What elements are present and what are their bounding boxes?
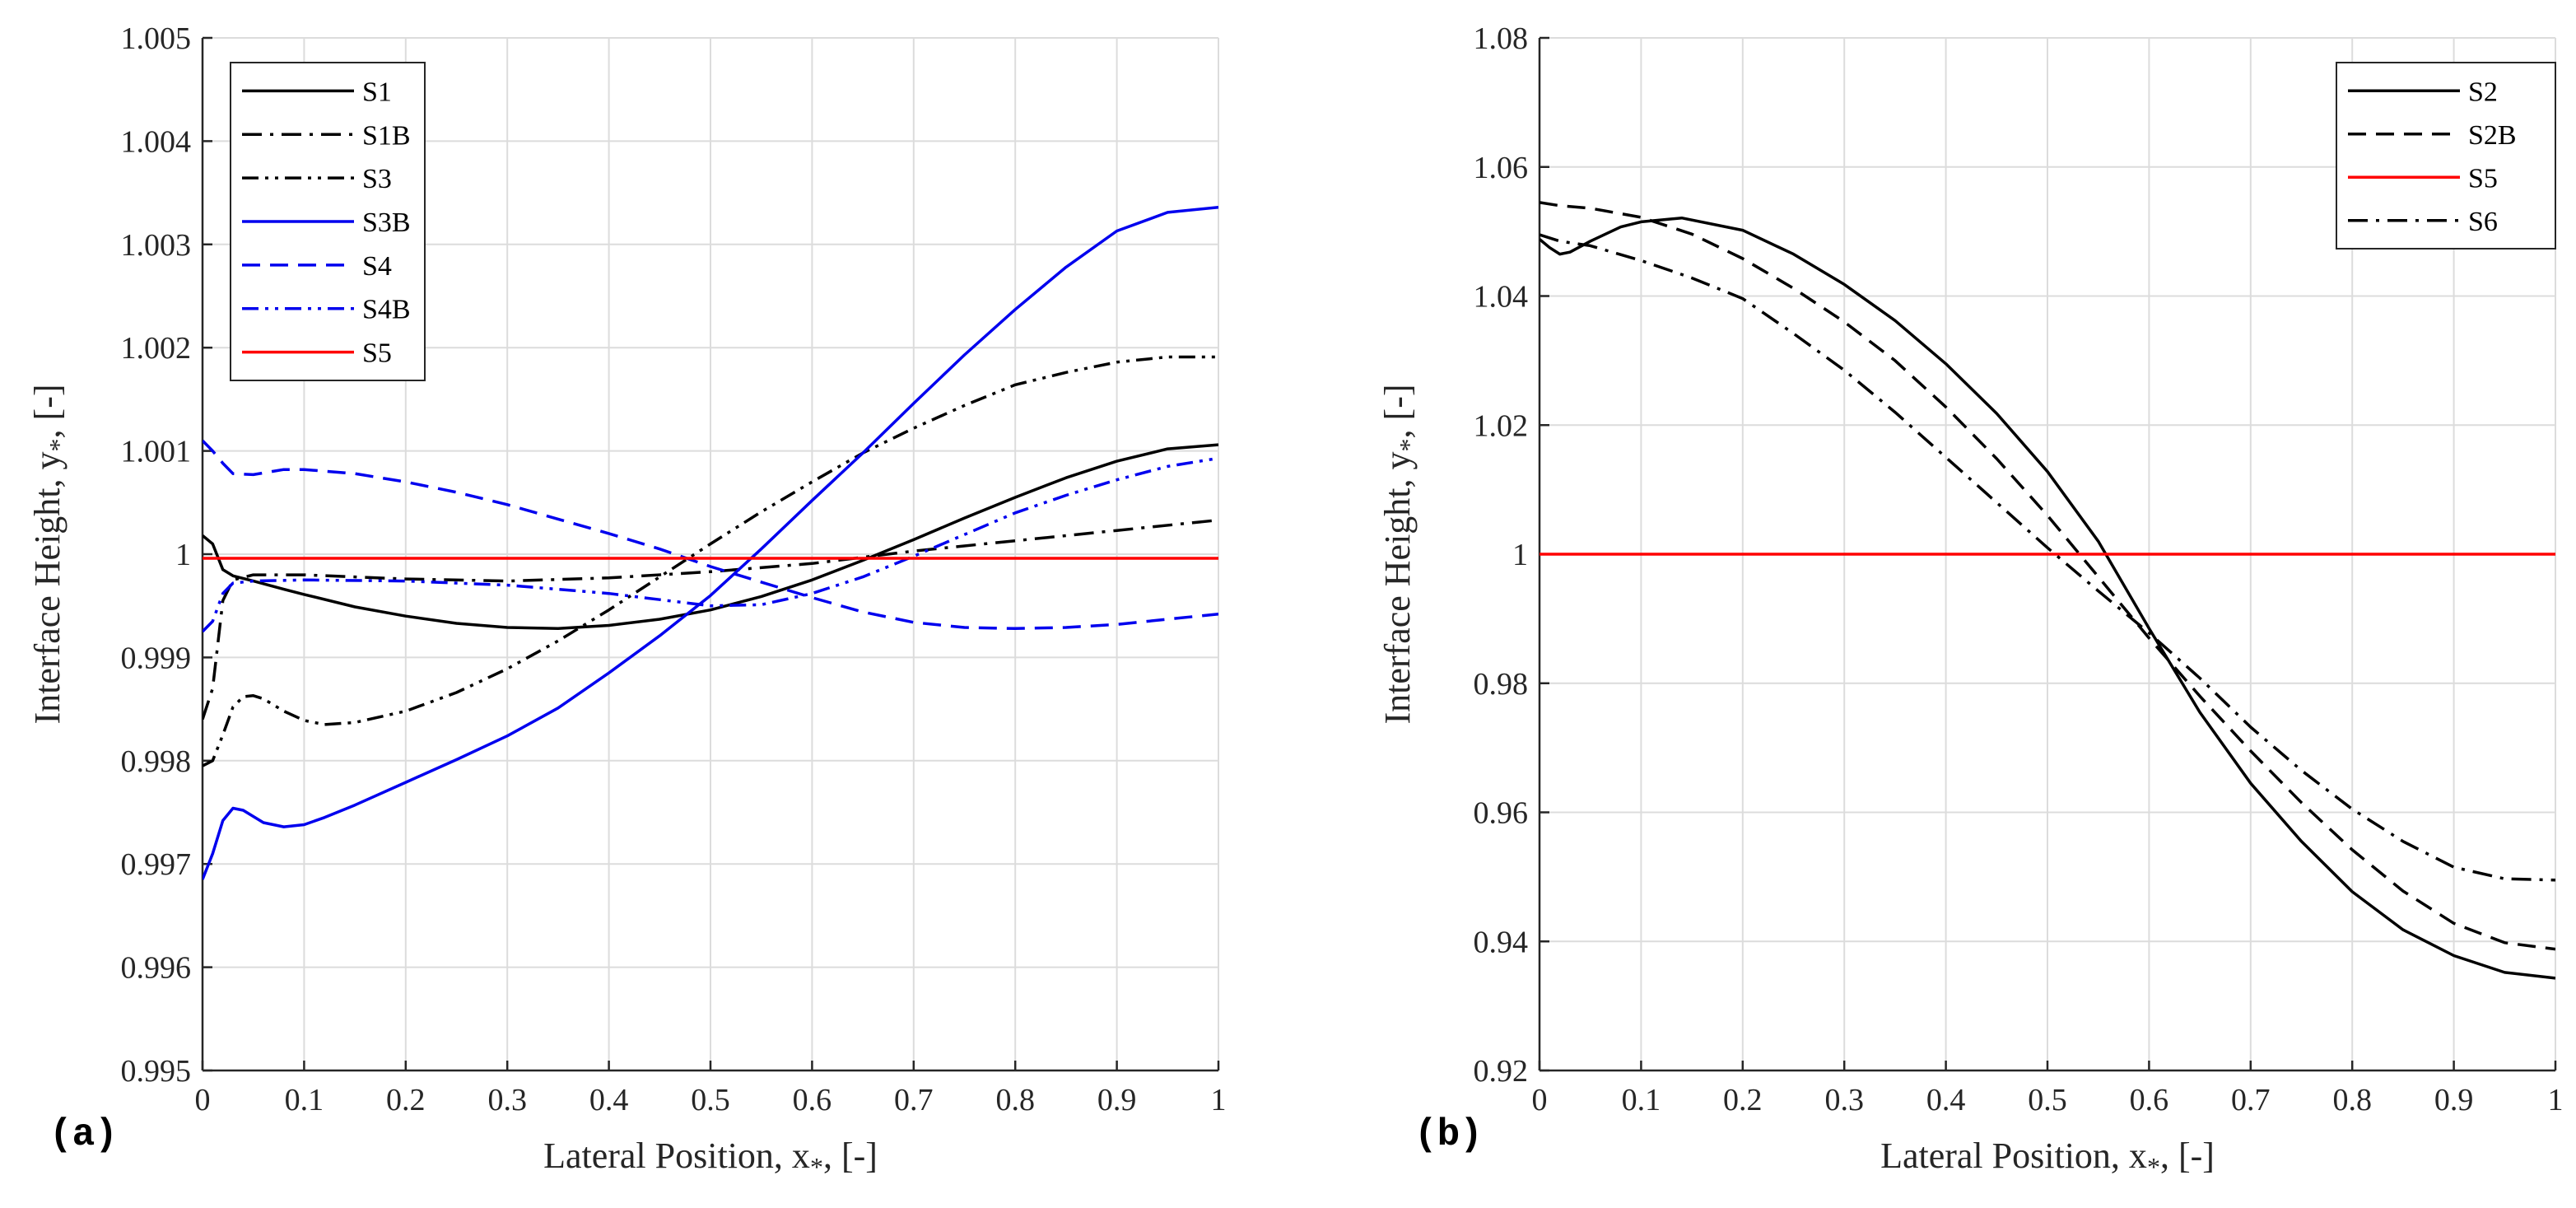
series-lines	[1540, 201, 2555, 980]
x-tick-label: 1	[1211, 1083, 1227, 1117]
series-lines	[203, 205, 1218, 880]
series-line-s3	[203, 355, 1218, 767]
y-tick-label: 1.06	[1474, 151, 1529, 185]
x-tick-label: 0.2	[386, 1083, 426, 1117]
x-tick-label: 0.9	[2434, 1083, 2474, 1117]
legend: S1 S1B S3 S3B S4 S4B S5	[230, 62, 426, 381]
y-tick-label: 0.94	[1474, 925, 1529, 959]
y-tick-label: 1.005	[121, 21, 192, 56]
series-line-s4b	[203, 456, 1218, 633]
legend-label: S3B	[362, 208, 411, 238]
y-tick-label: 0.995	[121, 1054, 192, 1089]
series-line-s2	[1540, 216, 2555, 980]
x-tick-label: 0.4	[589, 1083, 629, 1117]
legend-label: S6	[2468, 207, 2498, 237]
x-tick-label: 0	[1532, 1083, 1548, 1117]
series-line-s1b	[203, 518, 1218, 721]
x-tick-label: 0.7	[894, 1083, 934, 1117]
panel-b: 0 0.1 0.2 0.3 0.4 0.5 0.6 0.7 0.8 0.9 1 0.92 0.94 0.9…	[1377, 21, 2564, 1182]
y-tick-label: 1.08	[1474, 21, 1529, 56]
x-tick-label: 0.1	[285, 1083, 324, 1117]
panel-a: 0 0.1 0.2 0.3 0.4 0.5 0.6 0.7 0.8 0.9 1 0.995 0.996 0…	[27, 21, 1227, 1182]
series-line-s6	[1540, 233, 2555, 882]
y-tick-label: 0.98	[1474, 667, 1529, 702]
x-axis-label: Lateral Position, x*, [-]	[543, 1136, 878, 1182]
x-tick-label: 0.1	[1622, 1083, 1661, 1117]
legend: S2 S2B S5 S6	[2336, 62, 2556, 250]
x-tick-label: 0.6	[2130, 1083, 2169, 1117]
x-tick-label: 0.7	[2231, 1083, 2271, 1117]
y-tick-label: 0.999	[121, 641, 192, 675]
y-tick-label: 1	[175, 538, 191, 572]
legend-label: S4	[362, 251, 392, 282]
x-tick-label: 0.6	[793, 1083, 832, 1117]
x-tick-label: 0.2	[1723, 1083, 1763, 1117]
y-tick-label: 0.998	[121, 744, 192, 779]
legend-label: S5	[2468, 163, 2498, 194]
y-tick-label: 1.003	[121, 228, 192, 263]
legend-label: S4B	[362, 295, 411, 325]
panel-label: (a)	[49, 1113, 118, 1156]
y-tick-label: 1.02	[1474, 408, 1529, 443]
y-tick-label: 1.04	[1474, 280, 1529, 315]
series-line-s3b	[203, 205, 1218, 880]
x-tick-label: 0.9	[1097, 1083, 1137, 1117]
y-tick-label: 0.997	[121, 847, 192, 882]
y-tick-label: 0.96	[1474, 796, 1529, 831]
y-tick-label: 1	[1512, 538, 1528, 572]
x-tick-label: 0.8	[2332, 1083, 2372, 1117]
x-tick-label: 0.8	[995, 1083, 1035, 1117]
x-tick-label: 0.5	[691, 1083, 730, 1117]
legend-label: S1	[362, 77, 392, 107]
series-line-s4	[203, 439, 1218, 631]
series-line-s2b	[1540, 201, 2555, 951]
x-tick-label: 0.3	[487, 1083, 527, 1117]
panel-label: (b)	[1414, 1113, 1483, 1156]
y-tick-label: 0.996	[121, 951, 192, 986]
y-tick-label: 1.002	[121, 331, 192, 366]
y-axis-label: Interface Height, y*, [-]	[1377, 384, 1423, 724]
x-tick-label: 0.5	[2028, 1083, 2067, 1117]
legend-box	[2336, 62, 2556, 250]
x-tick-label: 1	[2548, 1083, 2564, 1117]
y-tick-label: 1.001	[121, 435, 192, 469]
legend-label: S3	[362, 164, 392, 194]
x-axis-label: Lateral Position, x*, [-]	[1880, 1136, 2215, 1182]
legend-label: S1B	[362, 120, 411, 151]
x-tick-label: 0.4	[1926, 1083, 1966, 1117]
x-tick-label: 0.3	[1824, 1083, 1864, 1117]
y-tick-label: 0.92	[1474, 1054, 1529, 1089]
y-axis-label: Interface Height, y*, [-]	[27, 384, 73, 724]
legend-label: S5	[362, 338, 392, 369]
y-tick-label: 1.004	[121, 124, 192, 159]
legend-label: S2	[2468, 77, 2498, 107]
x-tick-label: 0	[195, 1083, 211, 1117]
legend-label: S2B	[2468, 120, 2517, 151]
